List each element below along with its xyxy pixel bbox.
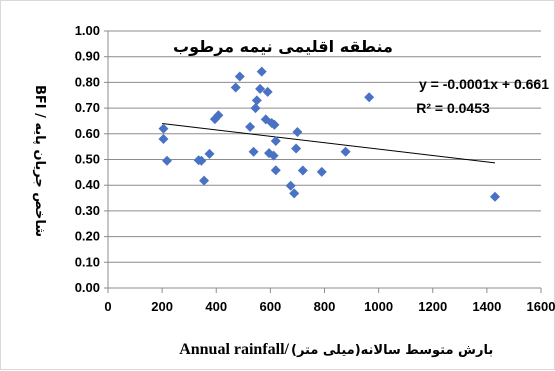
data-point [489, 191, 500, 202]
x-tick-label: 600 [260, 299, 282, 314]
data-point [199, 175, 210, 186]
x-tick-label: 1000 [364, 299, 393, 314]
trendline-r2: R² = 0.0453 [416, 100, 490, 116]
y-tick-label: 0.80 [75, 74, 100, 89]
data-point [291, 143, 302, 154]
x-tick-label: 400 [205, 299, 227, 314]
y-tick-label: 1.00 [75, 23, 100, 38]
data-point [297, 165, 308, 176]
data-point [250, 103, 261, 114]
data-point [161, 155, 172, 166]
x-tick-label: 1200 [418, 299, 447, 314]
data-point [270, 135, 281, 146]
x-tick-label: 800 [314, 299, 336, 314]
chart-title: منطقه اقلیمی نیمه مرطوب [173, 37, 393, 56]
x-tick-label: 200 [151, 299, 173, 314]
y-tick-label: 0.60 [75, 126, 100, 141]
y-tick-label: 0.10 [75, 254, 100, 269]
trendline-group [162, 123, 496, 164]
data-point [255, 83, 266, 94]
data-point [251, 95, 262, 106]
y-axis-label: شاخص جریان پایه / BFI [32, 85, 47, 237]
x-tick-label: 1600 [527, 299, 555, 314]
data-point [245, 121, 256, 132]
data-point [316, 166, 327, 177]
data-point [213, 110, 224, 121]
data-point [196, 155, 207, 166]
data-point [158, 133, 169, 144]
axes [104, 30, 542, 293]
trendline-equation: y = -0.0001x + 0.661 [419, 76, 549, 92]
y-tick-label: 0.50 [75, 152, 100, 167]
gridlines [108, 30, 541, 263]
x-axis-label-en: Annual rainfall/ [179, 341, 289, 358]
y-tick-label: 0.90 [75, 49, 100, 64]
data-point [364, 92, 375, 103]
data-point [248, 146, 259, 157]
data-point [262, 86, 273, 97]
data-point [340, 146, 351, 157]
data-point [204, 148, 215, 159]
data-point [230, 82, 241, 93]
y-tick-label: 0.00 [75, 280, 100, 295]
y-tick-label: 0.30 [75, 203, 100, 218]
y-tick-label: 0.40 [75, 177, 100, 192]
data-point [270, 165, 281, 176]
x-axis-label-fa: بارش متوسط سالانه(میلی متر) [291, 343, 493, 358]
data-point [269, 119, 280, 130]
y-tick-labels: 0.00 0.10 0.20 0.30 0.40 0.50 0.60 0.70 0.80 0.90… [75, 23, 100, 295]
data-point [234, 71, 245, 82]
x-tick-label: 1400 [472, 299, 501, 314]
data-point [256, 66, 267, 77]
x-tick-label: 0 [104, 299, 111, 314]
trendline [162, 123, 496, 164]
y-tick-label: 0.70 [75, 100, 100, 115]
data-point [285, 180, 296, 191]
data-point [289, 188, 300, 199]
data-point [158, 123, 169, 134]
data-points [158, 66, 500, 202]
data-point [268, 150, 279, 161]
data-point [292, 127, 303, 138]
y-tick-label: 0.20 [75, 229, 100, 244]
x-tick-labels: 0 200 400 600 800 1000 1200 1400 1600 [104, 299, 555, 314]
